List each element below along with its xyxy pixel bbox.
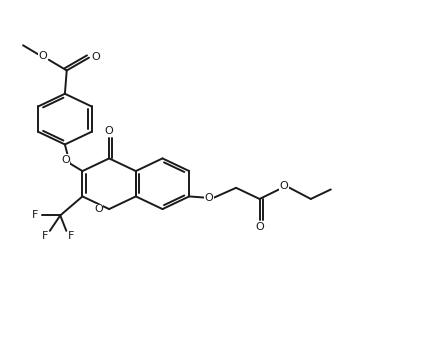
- Text: F: F: [42, 232, 48, 241]
- Text: O: O: [91, 52, 100, 62]
- Text: O: O: [94, 204, 103, 214]
- Text: O: O: [205, 193, 214, 202]
- Text: O: O: [279, 181, 288, 191]
- Text: F: F: [68, 232, 74, 241]
- Text: F: F: [32, 210, 38, 220]
- Text: O: O: [61, 155, 70, 164]
- Text: O: O: [256, 222, 265, 232]
- Text: O: O: [105, 126, 113, 136]
- Text: O: O: [38, 51, 47, 61]
